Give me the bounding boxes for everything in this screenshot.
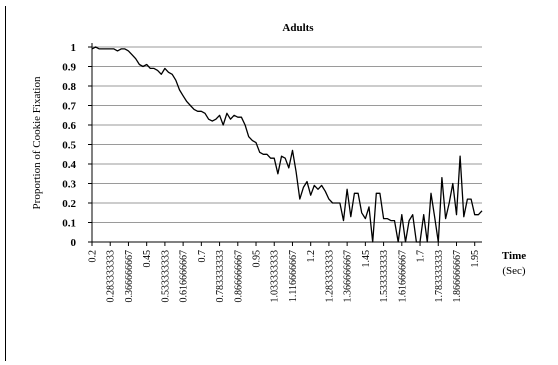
- x-tick-label: 1.2: [306, 250, 317, 263]
- x-tick-label: 1.866666667: [452, 250, 463, 303]
- x-tick-label: 1.95: [470, 250, 481, 268]
- y-tick-label: 1: [71, 42, 77, 54]
- x-tick-label: 1.283333333: [324, 250, 335, 303]
- y-axis-label: Proportion of Cookie Fixation: [31, 76, 43, 209]
- x-tick-label: 0.45: [142, 250, 153, 268]
- y-tick-label: 0.8: [62, 81, 76, 93]
- x-tick-label: 1.7: [416, 250, 427, 263]
- frame-left-border: [5, 6, 6, 361]
- x-axis: 0.2 0.283333333 0.366666667 0.45 0.533333333…: [88, 241, 482, 303]
- x-tick-label: 1.45: [361, 250, 372, 268]
- x-tick-label: 0.616666667: [179, 250, 190, 303]
- series-line: [91, 46, 483, 243]
- x-tick-label: 0.866666667: [233, 250, 244, 303]
- x-axis-label-line-2: (Sec): [502, 265, 526, 277]
- y-tick-label: 0: [71, 237, 77, 249]
- x-tick-label: 0.783333333: [215, 250, 226, 303]
- x-tick-label: 0.7: [197, 250, 208, 263]
- x-tick-label: 1.116666667: [288, 250, 299, 302]
- x-tick-label: 0.283333333: [106, 250, 117, 303]
- x-axis-label-line-1: Time: [502, 250, 526, 262]
- x-tick-label: 1.616666667: [397, 250, 408, 303]
- y-tick-label: 0.1: [62, 218, 76, 230]
- series-group: [91, 46, 483, 243]
- y-tick-label: 0.2: [62, 198, 76, 210]
- x-tick-label: 1.783333333: [434, 250, 445, 303]
- x-tick-label: 0.95: [252, 250, 263, 268]
- x-tick-label: 0.366666667: [124, 250, 135, 303]
- y-tick-label: 0.4: [62, 159, 76, 171]
- x-tick-label: 1.366666667: [343, 250, 354, 303]
- y-axis: 0 0.1 0.2 0.3 0.4 0.5 0.6 0.7 0.8 0.9 1: [62, 42, 93, 249]
- x-tick-label: 1.033333333: [270, 250, 281, 303]
- y-tick-label: 0.6: [62, 120, 76, 132]
- chart-title: Adults: [282, 22, 314, 34]
- gridlines: [92, 46, 482, 223]
- x-tick-label: 0.533333333: [160, 250, 171, 303]
- y-tick-label: 0.9: [62, 62, 76, 74]
- x-tick-label: 0.2: [88, 250, 99, 263]
- y-tick-label: 0.3: [62, 179, 76, 191]
- x-tick-label: 1.533333333: [379, 250, 390, 303]
- y-tick-label: 0.5: [62, 140, 76, 152]
- y-tick-label: 0.7: [62, 101, 76, 113]
